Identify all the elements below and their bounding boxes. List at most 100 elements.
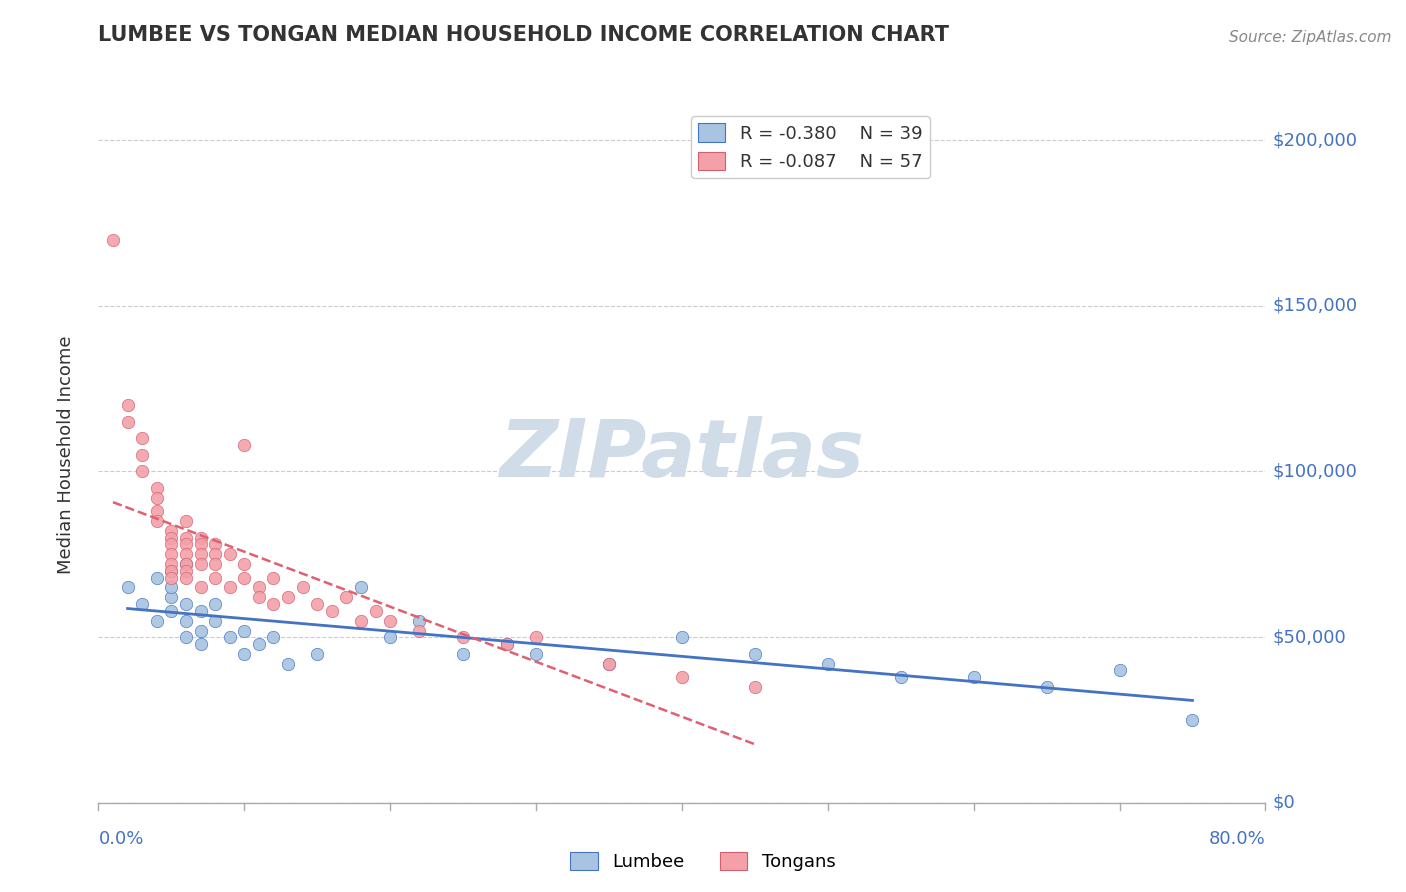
Point [101,233,124,247]
Point [131,448,153,462]
Point [262,597,284,611]
Point [174,564,197,578]
Point [451,647,474,661]
Point [233,570,256,584]
Point [190,581,212,595]
Point [117,415,139,429]
Point [350,581,373,595]
Point [277,591,299,605]
Point [174,547,197,561]
Point [262,630,284,644]
Text: 0.0%: 0.0% [98,830,143,847]
Y-axis label: Median Household Income: Median Household Income [56,335,75,574]
Text: $100,000: $100,000 [1272,462,1357,481]
Point [408,614,430,628]
Point [131,431,153,445]
Point [204,614,226,628]
Point [131,597,153,611]
Point [117,398,139,412]
Point [190,547,212,561]
Point [174,570,197,584]
Point [247,581,270,595]
Point [146,491,169,505]
Text: Source: ZipAtlas.com: Source: ZipAtlas.com [1229,29,1392,45]
Point [174,537,197,551]
Point [524,647,547,661]
Text: ZIPatlas: ZIPatlas [499,416,865,494]
Point [233,624,256,638]
Legend: Lumbee, Tongans: Lumbee, Tongans [564,845,842,879]
Point [291,581,314,595]
Point [218,630,240,644]
Point [160,591,183,605]
Text: $200,000: $200,000 [1272,131,1357,149]
Point [190,637,212,651]
Point [174,630,197,644]
Point [233,558,256,572]
Point [204,597,226,611]
Text: LUMBEE VS TONGAN MEDIAN HOUSEHOLD INCOME CORRELATION CHART: LUMBEE VS TONGAN MEDIAN HOUSEHOLD INCOME… [98,25,949,45]
Point [174,558,197,572]
Point [174,531,197,545]
Point [190,604,212,618]
Text: 80.0%: 80.0% [1209,830,1265,847]
Point [744,680,766,694]
Point [160,564,183,578]
Point [160,558,183,572]
Point [204,537,226,551]
Point [160,524,183,538]
Point [117,581,139,595]
Point [364,604,387,618]
Point [321,604,343,618]
Point [233,438,256,452]
Point [190,624,212,638]
Point [817,657,839,671]
Point [160,531,183,545]
Point [262,570,284,584]
Text: $150,000: $150,000 [1272,297,1358,315]
Point [204,570,226,584]
Point [247,591,270,605]
Point [160,537,183,551]
Point [204,558,226,572]
Point [335,591,357,605]
Point [174,558,197,572]
Point [247,637,270,651]
Point [307,597,329,611]
Point [1181,713,1204,727]
Point [598,657,620,671]
Point [160,604,183,618]
Point [1035,680,1057,694]
Point [890,670,912,684]
Point [146,481,169,495]
Point [378,630,402,644]
Point [233,647,256,661]
Point [218,547,240,561]
Point [146,614,169,628]
Point [378,614,402,628]
Point [218,581,240,595]
Point [160,547,183,561]
Point [744,647,766,661]
Point [146,514,169,528]
Point [495,637,517,651]
Point [671,670,693,684]
Text: $50,000: $50,000 [1272,628,1346,646]
Point [190,558,212,572]
Point [598,657,620,671]
Point [204,547,226,561]
Point [146,570,169,584]
Point [160,564,183,578]
Point [160,581,183,595]
Point [174,597,197,611]
Point [1108,663,1130,677]
Point [146,504,169,518]
Point [495,637,517,651]
Point [350,614,373,628]
Text: $0: $0 [1272,794,1295,812]
Point [174,614,197,628]
Point [307,647,329,661]
Point [408,624,430,638]
Point [160,570,183,584]
Legend: R = -0.380    N = 39, R = -0.087    N = 57: R = -0.380 N = 39, R = -0.087 N = 57 [690,116,929,178]
